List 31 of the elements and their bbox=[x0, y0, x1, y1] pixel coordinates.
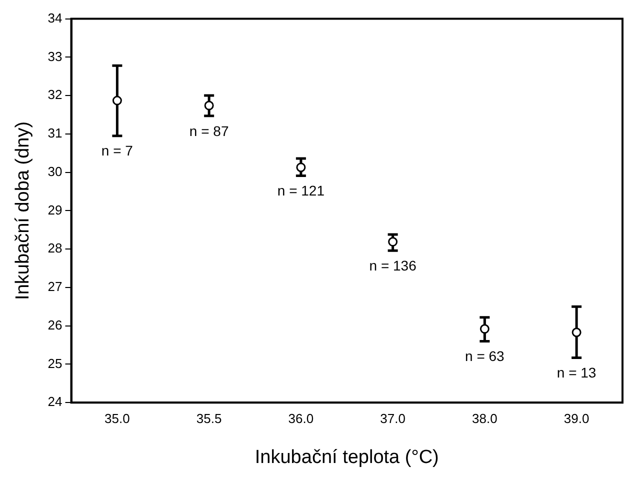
point bbox=[480, 324, 490, 334]
annotation: n = 87 bbox=[189, 122, 229, 139]
y-tick-label: 30 bbox=[48, 164, 62, 179]
x-tick-label: 37.0 bbox=[380, 410, 406, 426]
y-tick-label: 24 bbox=[48, 394, 62, 410]
annotation: n = 136 bbox=[369, 257, 417, 274]
y-tick-label: 26 bbox=[48, 317, 62, 332]
y-tick-label: 25 bbox=[48, 356, 62, 371]
x-tick-label: 35.0 bbox=[104, 410, 130, 426]
y-tick-label: 31 bbox=[48, 126, 62, 141]
x-tick-label: 35.5 bbox=[196, 410, 222, 426]
y-tick-label: 33 bbox=[48, 48, 62, 64]
y-axis-title: Inkubační doba (dny) bbox=[12, 121, 34, 300]
y-tick-label: 32 bbox=[48, 87, 62, 102]
point bbox=[388, 237, 398, 247]
y-tick-label: 28 bbox=[48, 240, 62, 256]
point bbox=[296, 162, 306, 172]
point bbox=[112, 96, 122, 106]
annotation: n = 63 bbox=[465, 348, 505, 364]
point bbox=[572, 328, 582, 338]
x-axis-title: Inkubační teplota (°C) bbox=[254, 446, 439, 468]
y-tick-label: 29 bbox=[48, 202, 62, 218]
y-tick-label: 34 bbox=[48, 10, 62, 26]
x-tick-label: 39.0 bbox=[564, 410, 590, 426]
y-tick-label: 27 bbox=[48, 279, 62, 294]
point bbox=[204, 100, 214, 110]
x-tick-label: 38.0 bbox=[472, 410, 498, 426]
annotation: n = 121 bbox=[277, 182, 325, 199]
annotation: n = 7 bbox=[101, 142, 134, 159]
annotation: n = 13 bbox=[556, 364, 596, 381]
x-tick-label: 36.0 bbox=[288, 410, 314, 426]
